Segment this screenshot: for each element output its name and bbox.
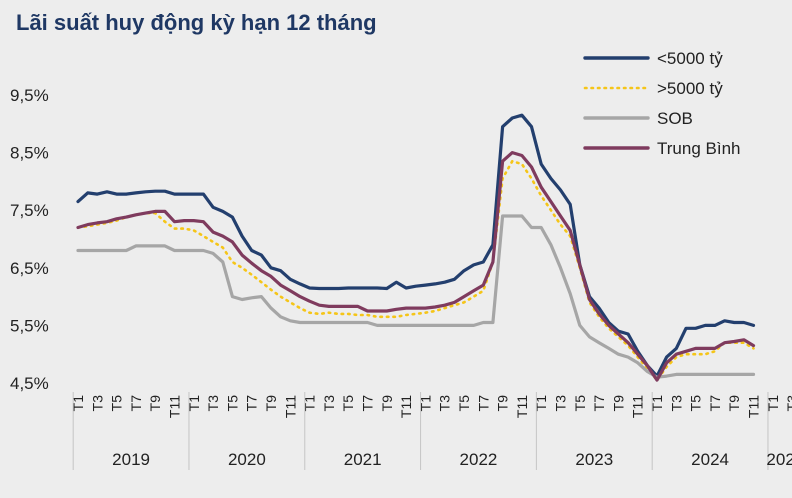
series-lines: [76, 113, 756, 382]
y-tick-label: 6,5%: [10, 259, 49, 278]
x-tick-label: T3: [437, 395, 453, 412]
x-tick-label: T3: [668, 395, 684, 412]
year-label: 2021: [344, 450, 382, 469]
x-tick-label: T11: [398, 395, 414, 418]
x-tick-label: T3: [321, 395, 337, 412]
chart-title: Lãi suất huy động kỳ hạn 12 tháng: [16, 10, 377, 35]
year-label: 2025: [766, 450, 792, 469]
x-tick-label: T11: [746, 395, 762, 418]
x-tick-label: T11: [514, 395, 530, 418]
x-tick-label: T7: [591, 395, 607, 412]
x-tick-label: T5: [688, 395, 704, 412]
legend: <5000 tỷ >5000 tỷ SOB Trung Bình: [583, 49, 740, 158]
x-tick-label: T9: [147, 395, 163, 412]
legend-label: >5000 tỷ: [657, 79, 723, 98]
series-line-2: [76, 159, 755, 382]
x-tick-label: T9: [379, 395, 395, 412]
x-tick-label: T1: [417, 395, 433, 412]
series-line-1: [76, 113, 756, 378]
x-tick-label: T9: [726, 395, 742, 412]
x-tick-label: T7: [707, 395, 723, 412]
y-axis-ticks: 9,5% 8,5% 7,5% 6,5% 5,5% 4,5%: [10, 86, 49, 393]
year-label: 2024: [691, 450, 729, 469]
x-tick-label: T9: [263, 395, 279, 412]
year-label: 2019: [112, 450, 150, 469]
year-label: 2020: [228, 450, 266, 469]
x-tick-label: T5: [224, 395, 240, 412]
x-tick-label: T3: [205, 395, 221, 412]
y-tick-label: 5,5%: [10, 316, 49, 335]
x-tick-label: T5: [109, 395, 125, 412]
x-tick-label: T9: [610, 395, 626, 412]
legend-label: <5000 tỷ: [657, 49, 723, 68]
x-tick-label: T11: [282, 395, 298, 418]
x-tick-label: T7: [244, 395, 260, 412]
x-tick-label: T1: [765, 395, 781, 412]
y-tick-label: 8,5%: [10, 144, 49, 163]
year-label: 2023: [575, 450, 613, 469]
series-line-3: [76, 214, 756, 379]
x-tick-label: T3: [553, 395, 569, 412]
y-tick-label: 4,5%: [10, 374, 49, 393]
x-tick-label: T7: [128, 395, 144, 412]
x-tick-label: T1: [649, 395, 665, 412]
x-axis: T1 T3 T5 T7 T9 T11 T1 T3 T5 T7 T9 T11 T1 T3 T5 T7 T9 T11 T…: [70, 392, 792, 470]
x-tick-label: T11: [167, 395, 183, 418]
year-label: 2022: [460, 450, 498, 469]
x-tick-label: T1: [533, 395, 549, 412]
y-tick-label: 7,5%: [10, 201, 49, 220]
x-tick-label: T3: [89, 395, 105, 412]
x-tick-label: T5: [572, 395, 588, 412]
y-tick-label: 9,5%: [10, 86, 49, 105]
x-tick-label: T7: [475, 395, 491, 412]
x-tick-label: T9: [495, 395, 511, 412]
series-line-4: [76, 151, 756, 382]
x-tick-label: T1: [70, 395, 86, 412]
legend-label: SOB: [657, 109, 693, 128]
x-tick-label: T5: [456, 395, 472, 412]
x-tick-label: T1: [302, 395, 318, 412]
x-tick-label: T1: [186, 395, 202, 412]
x-tick-label: T7: [360, 395, 376, 412]
legend-label: Trung Bình: [657, 139, 740, 158]
x-tick-label: T11: [630, 395, 646, 418]
x-tick-label: T5: [340, 395, 356, 412]
x-tick-label: T3: [784, 395, 792, 412]
